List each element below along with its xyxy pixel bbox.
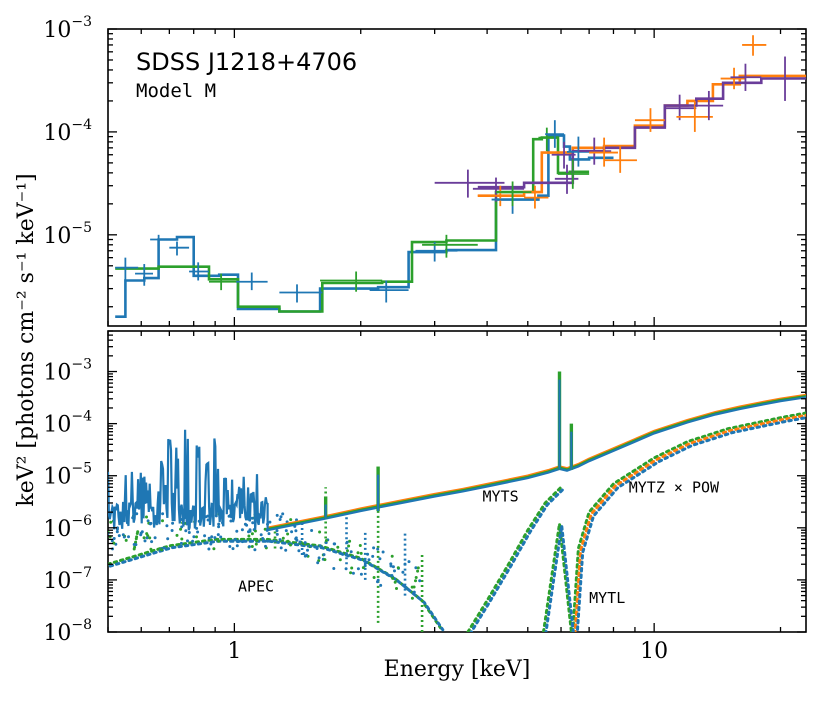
y-axis-label: keV² [photons cm⁻² s⁻¹ keV⁻¹] bbox=[14, 173, 39, 506]
annotation-mytl: MYTL bbox=[589, 589, 625, 607]
bottom-axes: 10−8 10−7 10−6 10−5 10−4 10−3 1 10 bbox=[43, 330, 806, 664]
component-curve bbox=[108, 539, 445, 632]
data-point bbox=[279, 284, 323, 303]
x-tick-label: 1 bbox=[227, 639, 241, 664]
data-point bbox=[551, 141, 576, 169]
data-point bbox=[189, 262, 209, 281]
data-point bbox=[545, 120, 565, 148]
y-tick-label: 10−5 bbox=[43, 461, 92, 490]
top-plot-area bbox=[115, 35, 806, 318]
data-point bbox=[169, 241, 190, 256]
data-point bbox=[236, 272, 268, 291]
total-model-blue bbox=[108, 396, 806, 532]
data-point bbox=[589, 137, 618, 167]
bottom-panel: 10−8 10−7 10−6 10−5 10−4 10−3 1 10 APEC MYTS MYTZ… bbox=[43, 330, 807, 664]
model-step-green bbox=[115, 136, 590, 313]
component-annotations: APEC MYTS MYTZ × POW MYTL bbox=[238, 478, 720, 607]
component-curve bbox=[544, 525, 575, 632]
total-model-green bbox=[267, 395, 806, 531]
component-curve bbox=[542, 523, 573, 632]
data-point bbox=[730, 63, 762, 91]
chart-subtitle: Model M bbox=[136, 80, 216, 102]
data-point bbox=[554, 164, 579, 194]
model-step-blue bbox=[115, 134, 614, 318]
x-axis-label: Energy [keV] bbox=[384, 657, 531, 682]
annotation-myts: MYTS bbox=[482, 487, 518, 505]
data-point bbox=[720, 67, 746, 90]
data-point bbox=[495, 181, 532, 207]
y-tick-label: 10−5 bbox=[43, 220, 92, 249]
data-point bbox=[115, 257, 139, 281]
y-tick-label: 10−6 bbox=[43, 513, 92, 542]
data-point bbox=[135, 264, 154, 286]
data-point bbox=[766, 56, 805, 101]
component-curve bbox=[573, 413, 806, 632]
top-panel: 10−5 10−4 10−3 SDSS J1218+4706 Model M bbox=[43, 14, 807, 327]
y-tick-label: 10−4 bbox=[43, 117, 92, 146]
data-point bbox=[477, 185, 525, 207]
data-point bbox=[208, 273, 238, 291]
data-point bbox=[694, 90, 724, 121]
component-curve bbox=[466, 485, 563, 632]
component-curve bbox=[108, 537, 443, 630]
model-step-purple bbox=[477, 77, 806, 189]
data-point bbox=[369, 280, 409, 303]
data-point bbox=[742, 35, 767, 56]
data-point bbox=[320, 271, 383, 292]
annotation-mytz-pow: MYTZ × POW bbox=[629, 478, 720, 496]
y-tick-label: 10−8 bbox=[43, 617, 92, 646]
chart-title: SDSS J1218+4706 bbox=[136, 48, 357, 76]
annotation-apec: APEC bbox=[238, 577, 274, 595]
data-point bbox=[557, 159, 590, 189]
data-point bbox=[524, 185, 549, 209]
y-tick-label: 10−7 bbox=[43, 565, 92, 594]
y-tick-label: 10−3 bbox=[43, 14, 92, 43]
data-point bbox=[472, 177, 525, 202]
total-model-orange bbox=[267, 393, 806, 530]
model-step-orange bbox=[477, 74, 806, 197]
bottom-plot-area bbox=[108, 371, 806, 632]
y-tick-label: 10−4 bbox=[43, 409, 92, 438]
data-point bbox=[434, 169, 505, 198]
data-point bbox=[150, 234, 167, 246]
data-point bbox=[578, 137, 612, 165]
component-curve bbox=[571, 411, 806, 632]
data-point bbox=[634, 108, 665, 132]
top-panel-frame bbox=[107, 28, 807, 327]
component-curve bbox=[575, 416, 806, 632]
data-point bbox=[422, 234, 478, 258]
data-point bbox=[604, 146, 637, 173]
y-tick-label: 10−3 bbox=[43, 357, 92, 386]
x-tick-label: 10 bbox=[640, 639, 668, 664]
top-axes: 10−5 10−4 10−3 bbox=[43, 14, 806, 326]
data-point bbox=[664, 94, 697, 121]
component-curve bbox=[469, 487, 565, 632]
